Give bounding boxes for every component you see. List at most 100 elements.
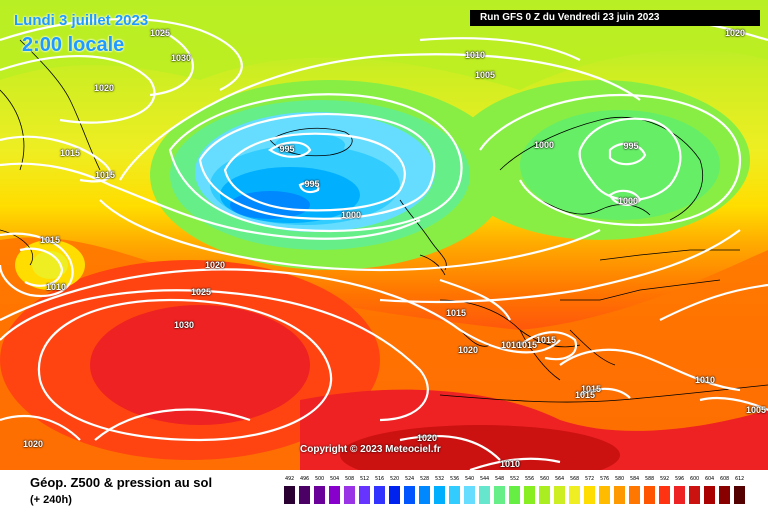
isobar-label: 995 — [304, 179, 320, 189]
isobar-label: 1020 — [22, 439, 44, 449]
legend-swatch — [284, 486, 295, 504]
isobar-label: 995 — [623, 141, 639, 151]
legend-item: 520 — [389, 474, 400, 504]
legend-swatch — [389, 486, 400, 504]
legend-item: 504 — [329, 474, 340, 504]
isobar-label: 1010 — [45, 282, 67, 292]
isobar-label: 1020 — [416, 433, 438, 443]
legend-swatch — [704, 486, 715, 504]
isobar-label: 1000 — [617, 196, 639, 206]
legend-swatch — [629, 486, 640, 504]
forecast-time: 2:00 locale — [22, 34, 125, 56]
legend-swatch — [719, 486, 730, 504]
legend-swatch — [734, 486, 745, 504]
legend-label: 608 — [720, 476, 729, 482]
legend-swatch — [494, 486, 505, 504]
legend-swatch — [464, 486, 475, 504]
height-field — [0, 0, 768, 470]
legend-label: 604 — [705, 476, 714, 482]
legend-item: 580 — [614, 474, 625, 504]
color-legend: 492 496 500 504 508 512 516 520 524 528 532 536 540 5… — [284, 474, 752, 508]
legend-item: 568 — [569, 474, 580, 504]
isobar-label: 1015 — [516, 340, 538, 350]
isobar-label: 1000 — [340, 210, 362, 220]
legend-item: 500 — [314, 474, 325, 504]
legend-item: 608 — [719, 474, 730, 504]
legend-label: 548 — [495, 476, 504, 482]
legend-label: 508 — [345, 476, 354, 482]
legend-label: 612 — [735, 476, 744, 482]
chart-title: Géop. Z500 & pression au sol — [30, 475, 213, 490]
legend-label: 524 — [405, 476, 414, 482]
legend-label: 516 — [375, 476, 384, 482]
isobar-label: 1025 — [149, 28, 171, 38]
legend-label: 600 — [690, 476, 699, 482]
legend-swatch — [599, 486, 610, 504]
weather-map: 1025 1030 1020 1015 1015 1015 1010 1020 … — [0, 0, 768, 470]
legend-swatch — [374, 486, 385, 504]
legend-label: 532 — [435, 476, 444, 482]
legend-swatch — [539, 486, 550, 504]
legend-label: 588 — [645, 476, 654, 482]
legend-item: 548 — [494, 474, 505, 504]
isobar-label: 1015 — [445, 308, 467, 318]
legend-item: 576 — [599, 474, 610, 504]
isobar-label: 1005 — [745, 405, 767, 415]
legend-item: 600 — [689, 474, 700, 504]
legend-swatch — [479, 486, 490, 504]
legend-swatch — [314, 486, 325, 504]
legend-swatch — [524, 486, 535, 504]
legend-swatch — [674, 486, 685, 504]
legend-label: 576 — [600, 476, 609, 482]
isobar-label: 1020 — [457, 345, 479, 355]
legend-swatch — [449, 486, 460, 504]
forecast-date: Lundi 3 juillet 2023 — [14, 12, 149, 29]
legend-swatch — [359, 486, 370, 504]
isobar-label: 1015 — [59, 148, 81, 158]
legend-label: 564 — [555, 476, 564, 482]
legend-item: 536 — [449, 474, 460, 504]
forecast-range: (+ 240h) — [30, 494, 72, 506]
isobar-label: 1025 — [190, 287, 212, 297]
legend-item: 540 — [464, 474, 475, 504]
legend-swatch — [299, 486, 310, 504]
legend-swatch — [434, 486, 445, 504]
legend-item: 528 — [419, 474, 430, 504]
isobar-label: 1020 — [724, 28, 746, 38]
legend-label: 540 — [465, 476, 474, 482]
legend-swatch — [644, 486, 655, 504]
isobar-label: 1010 — [694, 375, 716, 385]
legend-item: 524 — [404, 474, 415, 504]
isobar-label: 1020 — [93, 83, 115, 93]
legend-swatch — [584, 486, 595, 504]
legend-item: 544 — [479, 474, 490, 504]
isobar-label: 1015 — [39, 235, 61, 245]
legend-label: 528 — [420, 476, 429, 482]
legend-swatch — [554, 486, 565, 504]
legend-label: 500 — [315, 476, 324, 482]
isobar-label: 1000 — [533, 140, 555, 150]
legend-label: 496 — [300, 476, 309, 482]
isobar-label: 1020 — [204, 260, 226, 270]
legend-label: 520 — [390, 476, 399, 482]
legend-swatch — [689, 486, 700, 504]
legend-swatch — [419, 486, 430, 504]
legend-label: 584 — [630, 476, 639, 482]
legend-item: 596 — [674, 474, 685, 504]
isobar-label: 1010 — [464, 50, 486, 60]
legend-swatch — [659, 486, 670, 504]
legend-item: 496 — [299, 474, 310, 504]
legend-label: 512 — [360, 476, 369, 482]
isobars — [0, 18, 768, 470]
isobar-label: 1030 — [170, 53, 192, 63]
legend-item: 592 — [659, 474, 670, 504]
legend-label: 504 — [330, 476, 339, 482]
isobar-label: 1010 — [499, 459, 521, 469]
isobar-label: 1015 — [535, 335, 557, 345]
legend-swatch — [344, 486, 355, 504]
map-canvas — [0, 0, 768, 470]
legend-item: 612 — [734, 474, 745, 504]
legend-label: 572 — [585, 476, 594, 482]
legend-item: 552 — [509, 474, 520, 504]
copyright-notice: Copyright © 2023 Meteociel.fr — [300, 444, 441, 455]
